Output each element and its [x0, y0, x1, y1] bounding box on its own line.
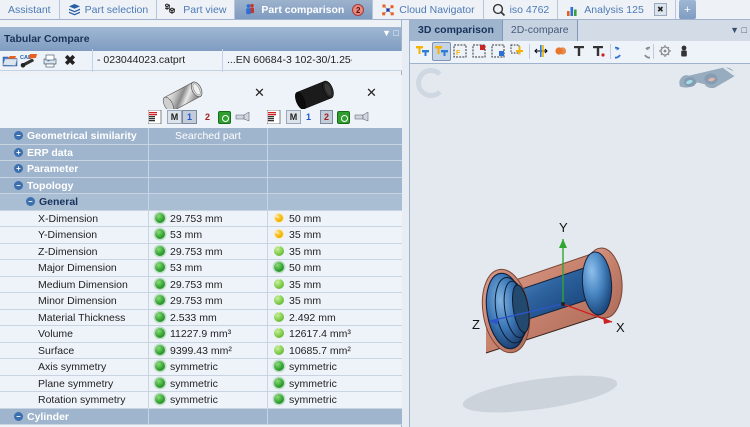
svg-text:Z: Z	[472, 317, 480, 332]
svg-text:X: X	[616, 320, 625, 335]
svg-text:Y: Y	[559, 220, 568, 235]
svg-text:F: F	[456, 50, 461, 57]
